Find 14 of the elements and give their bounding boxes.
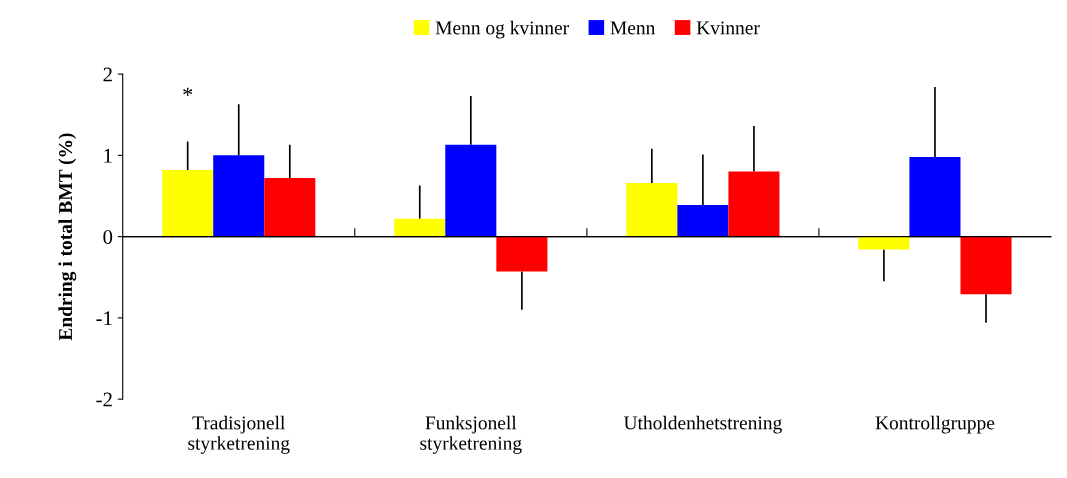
annotation: * xyxy=(183,87,193,96)
x-tick-label: Funksjonell styrketrening xyxy=(420,415,522,454)
y-tick-label: -2 xyxy=(96,392,112,407)
x-tick-label: Kontrollgruppe xyxy=(875,415,995,434)
y-axis-title: Endring i total BMT (%) xyxy=(58,133,77,341)
y-tick-label: 2 xyxy=(103,67,112,82)
x-tick-label: Tradisjonell styrketrening xyxy=(188,415,290,454)
y-tick-label: -1 xyxy=(96,311,112,326)
y-tick-label: 1 xyxy=(104,148,112,163)
x-tick-label: Utholdenhetstrening xyxy=(623,415,782,434)
legend-label: Menn xyxy=(610,21,656,35)
legend-label: Kvinner xyxy=(696,21,760,35)
legend-label: Menn og kvinner xyxy=(435,20,569,39)
y-tick-label: 0 xyxy=(103,229,113,245)
